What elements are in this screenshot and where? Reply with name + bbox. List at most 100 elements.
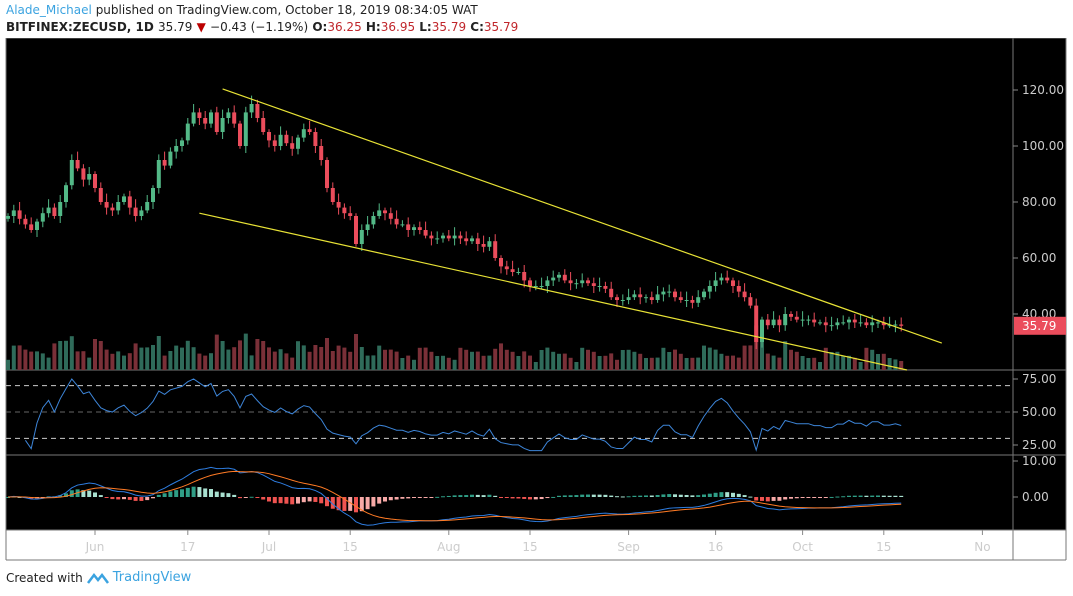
candle-body [417,227,422,230]
candle-body [151,188,155,202]
candle-body [116,202,121,211]
volume-bar [40,353,45,370]
macd-hist-bar [771,497,776,501]
candle-body [783,314,788,326]
macd-hist-bar [667,494,672,497]
macd-hist-bar [841,496,846,498]
candle-body [458,235,463,239]
macd-hist-bar [185,487,190,497]
macd-hist-bar [359,497,364,512]
candle-body [580,280,585,284]
macd-hist-bar [313,497,318,502]
chart-canvas[interactable]: 120.00100.0080.0060.0040.0035.7975.0050.… [0,38,1073,564]
macd-hist-bar [603,494,608,497]
volume-bar [539,350,544,370]
time-tick-label: 15 [522,540,537,554]
macd-hist-bar [400,497,405,499]
volume-bar [139,347,144,370]
volume-bar [580,347,585,370]
volume-bar [75,351,80,370]
candle-body [777,319,782,326]
macd-hist-bar [267,497,271,502]
macd-hist-bar [597,494,602,497]
macd-hist-bar [499,497,503,498]
candle-body [609,288,614,298]
volume-bar [400,358,405,370]
time-tick-label: Oct [792,540,813,554]
candle-body [707,286,712,292]
candle-body [806,319,811,321]
volume-bar [52,343,57,370]
volume-bar [441,355,445,370]
macd-hist-bar [591,494,596,497]
candle-body [475,238,480,244]
candle-body [330,188,335,202]
macd-hist-bar [649,495,654,497]
volume-bar [290,357,295,370]
volume-bar [475,351,480,370]
candle-body [145,202,150,211]
macd-hist-bar [220,492,225,497]
volume-bar [278,349,283,370]
macd-hist-bar [835,496,840,498]
volume-bar [151,345,155,370]
candle-body [81,168,86,180]
candle-body [400,224,405,226]
volume-bar [800,356,805,370]
candle-body [499,258,503,267]
volume-bar [655,357,660,370]
candle-body [220,118,225,132]
volume-bar [603,355,608,370]
macd-hist-bar [330,497,335,509]
volume-bar [806,358,811,370]
author-link[interactable]: Alade_Michael [6,3,92,17]
volume-bar [684,358,689,370]
volume-bar [272,351,277,370]
low-value: 35.79 [431,20,467,34]
macd-hist-bar [325,497,329,507]
volume-bar [620,350,625,370]
publish-line: Alade_Michael published on TradingView.c… [6,3,478,17]
volume-bar [887,358,892,370]
candle-body [185,123,190,141]
tradingview-brand[interactable]: TradingView [112,570,192,585]
macd-hist-bar [754,497,759,501]
volume-bar [760,338,764,370]
candle-body [87,174,92,180]
candle-body [591,283,596,286]
candle-body [470,238,474,242]
volume-bar [122,355,126,370]
macd-hist-bar [87,490,92,497]
volume-bar [794,351,799,370]
macd-hist-bar [226,493,231,497]
macd-hist-bar [847,495,851,497]
volume-bar [626,349,631,370]
tradingview-logo-icon [86,572,109,584]
candle-body [446,235,451,239]
candle-body [818,322,822,324]
candle-body [272,140,277,146]
macd-hist-bar [69,490,74,497]
candle-body [858,322,863,324]
volume-bar [104,349,109,370]
candle-body [481,244,486,247]
high-label: H: [365,20,381,34]
volume-bar [168,351,173,370]
macd-hist-bar [620,496,625,498]
macd-hist-bar [342,497,347,511]
macd-hist-bar [209,489,213,497]
candle-body [290,143,295,149]
candle-body [661,291,666,295]
macd-hist-bar [725,492,730,497]
symbol: BITFINEX:ZECUSD, 1D [6,20,154,34]
candle-body [702,291,706,298]
macd-hist-bar [823,497,828,498]
volume-bar [841,356,846,370]
macd-hist-bar [481,495,486,497]
macd-hist-bar [876,495,880,497]
volume-bar [499,343,503,370]
volume-bar [667,352,672,370]
macd-hist-bar [870,495,875,497]
macd-hist-bar [232,494,237,497]
